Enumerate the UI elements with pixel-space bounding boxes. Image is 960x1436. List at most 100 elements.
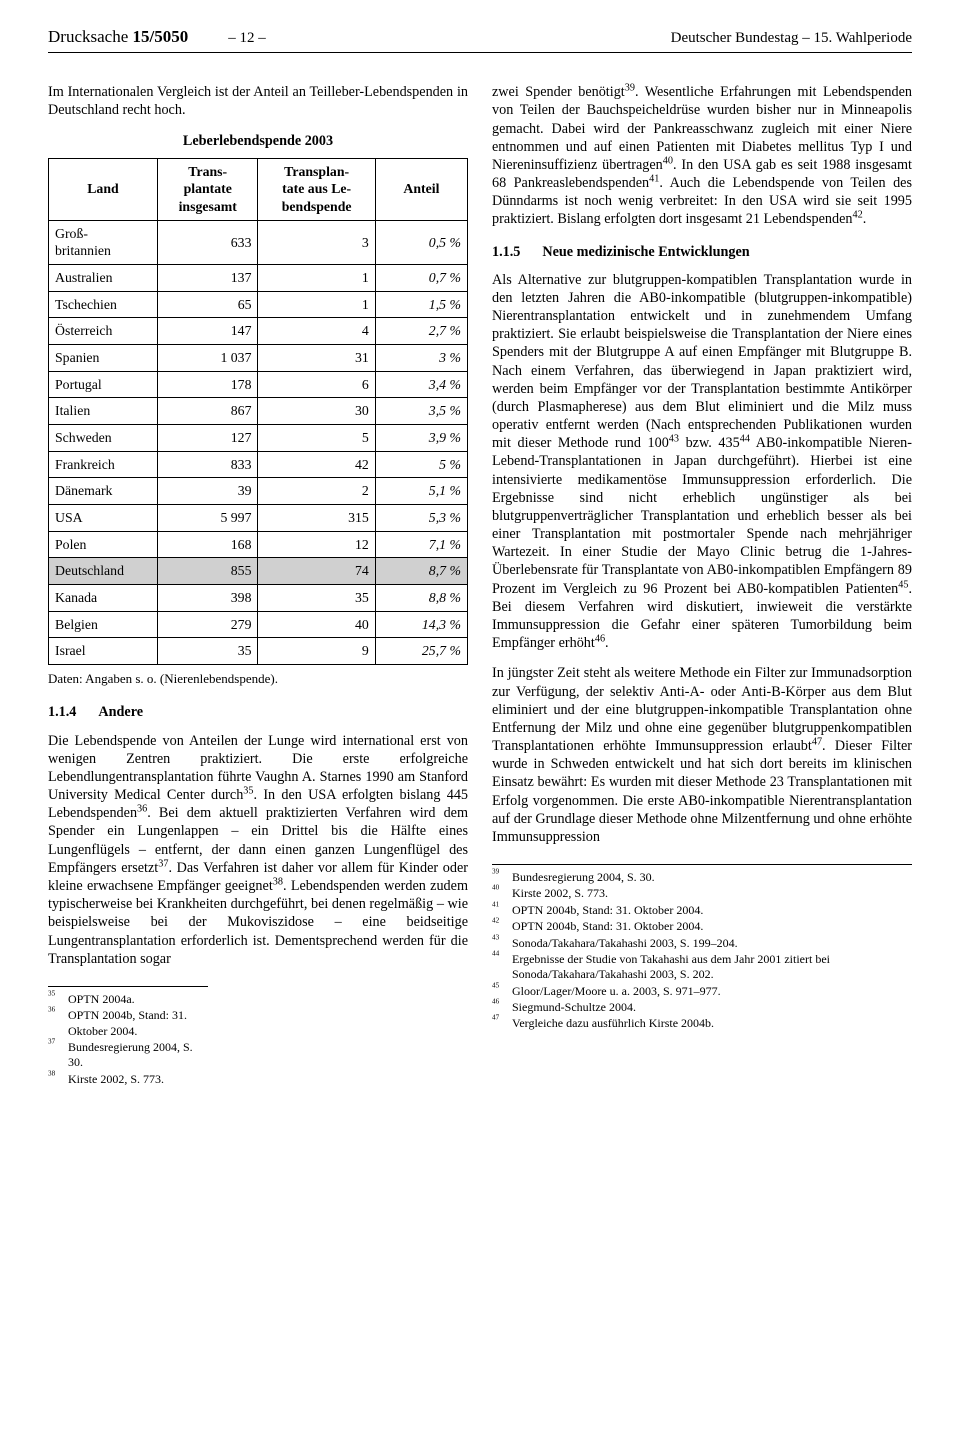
table-row: Israel35925,7 % [49,638,468,665]
cell-total: 127 [157,424,258,451]
cell-living: 40 [258,611,375,638]
footnote: 43Sonoda/Takahara/Takahashi 2003, S. 199… [492,936,912,951]
section-number: 1.1.5 [492,243,520,261]
table-row: Österreich14742,7 % [49,318,468,345]
page-number: – 12 – [228,29,266,48]
liver-donation-table: Land Trans- plantate insgesamt Transplan… [48,158,468,665]
cell-share: 8,8 % [375,584,467,611]
cell-country: Tschechien [49,291,158,318]
cell-country: Australien [49,264,158,291]
cell-country: Groß- britannien [49,220,158,264]
footnote-ref: 40 [663,155,673,166]
table-row: Schweden12753,9 % [49,424,468,451]
right-para-1: zwei Spender benötigt39. Wesentliche Erf… [492,83,912,228]
footnote-text: OPTN 2004a. [68,992,135,1007]
cell-living: 4 [258,318,375,345]
table-row: Deutschland855748,7 % [49,558,468,585]
table-row: USA5 9973155,3 % [49,504,468,531]
cell-share: 14,3 % [375,611,467,638]
cell-share: 5 % [375,451,467,478]
footnote: 35OPTN 2004a. [48,992,208,1007]
col-country: Land [49,158,158,220]
cell-share: 1,5 % [375,291,467,318]
right-footnotes: 39Bundesregierung 2004, S. 30.40Kirste 2… [492,864,912,1032]
cell-total: 867 [157,398,258,425]
footnote-ref: 42 [853,210,863,221]
cell-share: 5,1 % [375,478,467,505]
table-row: Groß- britannien63330,5 % [49,220,468,264]
table-row: Dänemark3925,1 % [49,478,468,505]
cell-share: 25,7 % [375,638,467,665]
section-title: Neue medizinische Entwicklungen [542,243,749,261]
cell-share: 7,1 % [375,531,467,558]
right-para-3: In jüngster Zeit steht als weitere Metho… [492,664,912,846]
cell-living: 1 [258,291,375,318]
cell-total: 137 [157,264,258,291]
cell-living: 74 [258,558,375,585]
footnote-number: 36 [48,1008,64,1039]
section-1-1-4-heading: 1.1.4 Andere [48,703,468,721]
footnote-ref: 44 [740,434,750,445]
table-row: Australien13710,7 % [49,264,468,291]
table-row: Tschechien6511,5 % [49,291,468,318]
cell-living: 5 [258,424,375,451]
cell-living: 30 [258,398,375,425]
footnote: 45Gloor/Lager/Moore u. a. 2003, S. 971–9… [492,984,912,999]
cell-total: 178 [157,371,258,398]
footnote: 40Kirste 2002, S. 773. [492,886,912,901]
page: Drucksache 15/5050 – 12 – Deutscher Bund… [0,0,960,1128]
footnote-text: Gloor/Lager/Moore u. a. 2003, S. 971–977… [512,984,721,999]
cell-living: 6 [258,371,375,398]
cell-country: Polen [49,531,158,558]
table-row: Polen168127,1 % [49,531,468,558]
col-share: Anteil [375,158,467,220]
col-total: Trans- plantate insgesamt [157,158,258,220]
doc-id: Drucksache 15/5050 [48,26,188,48]
footnote-ref: 47 [812,736,822,747]
cell-country: Deutschland [49,558,158,585]
footnote: 46Siegmund-Schultze 2004. [492,1000,912,1015]
footnote-ref: 43 [669,434,679,445]
footnote: 37Bundesregierung 2004, S. 30. [48,1040,208,1071]
footnote-number: 38 [48,1072,64,1087]
cell-living: 35 [258,584,375,611]
body-columns: Im Internationalen Vergleich ist der Ant… [48,83,912,1088]
cell-country: Kanada [49,584,158,611]
cell-living: 12 [258,531,375,558]
left-footnotes: 35OPTN 2004a.36OPTN 2004b, Stand: 31. Ok… [48,986,208,1087]
cell-living: 315 [258,504,375,531]
cell-country: Österreich [49,318,158,345]
footnote-ref: 45 [898,579,908,590]
footnote-number: 37 [48,1040,64,1071]
cell-share: 3,4 % [375,371,467,398]
footnote: 38Kirste 2002, S. 773. [48,1072,208,1087]
doc-id-number: 15/5050 [133,27,189,46]
cell-country: Italien [49,398,158,425]
cell-total: 35 [157,638,258,665]
cell-total: 833 [157,451,258,478]
col-living: Transplan- tate aus Le- bendspende [258,158,375,220]
footnote-number: 47 [492,1016,508,1031]
cell-country: Dänemark [49,478,158,505]
footnote-ref: 39 [625,82,635,93]
right-column: zwei Spender benötigt39. Wesentliche Erf… [492,83,912,1088]
cell-living: 31 [258,344,375,371]
footnote-text: Sonoda/Takahara/Takahashi 2003, S. 199–2… [512,936,738,951]
cell-total: 1 037 [157,344,258,371]
footnote-text: Bundesregierung 2004, S. 30. [512,870,655,885]
section-1-1-4-body: Die Lebendspende von Anteilen der Lunge … [48,732,468,968]
cell-living: 42 [258,451,375,478]
footnote-text: OPTN 2004b, Stand: 31. Oktober 2004. [512,919,703,934]
cell-living: 9 [258,638,375,665]
cell-country: Schweden [49,424,158,451]
footnote-text: OPTN 2004b, Stand: 31. Oktober 2004. [68,1008,208,1039]
footnote-ref: 41 [649,173,659,184]
footnote-text: Siegmund-Schultze 2004. [512,1000,636,1015]
cell-country: USA [49,504,158,531]
cell-living: 3 [258,220,375,264]
footnote-ref: 35 [243,785,253,796]
table-header-row: Land Trans- plantate insgesamt Transplan… [49,158,468,220]
cell-total: 39 [157,478,258,505]
cell-living: 2 [258,478,375,505]
cell-country: Frankreich [49,451,158,478]
